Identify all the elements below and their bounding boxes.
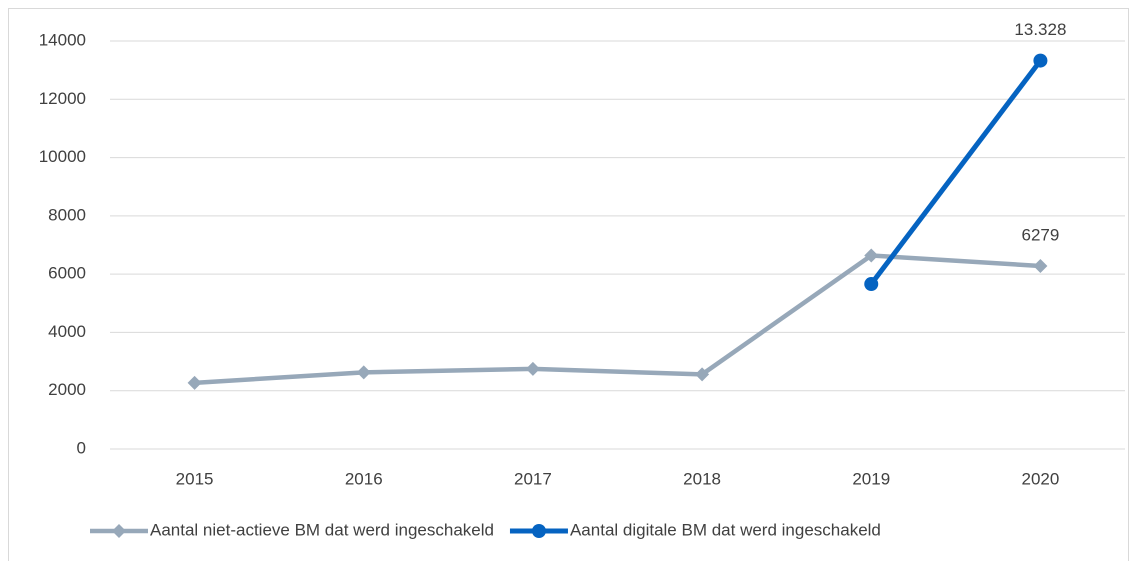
marker (356, 365, 371, 380)
x-tick-label: 2017 (514, 469, 552, 488)
marker (864, 248, 879, 263)
marker (864, 277, 879, 292)
y-tick-label: 2000 (48, 380, 86, 399)
y-tick-label: 6000 (48, 264, 86, 283)
marker (695, 367, 710, 382)
y-tick-label: 10000 (39, 147, 86, 166)
x-tick-label: 2020 (1022, 469, 1060, 488)
marker (525, 361, 540, 376)
series-line (194, 253, 1041, 386)
chart-frame (8, 8, 1129, 561)
y-tick-label: 8000 (48, 205, 86, 224)
legend-marker (531, 524, 546, 538)
x-tick-label: 2019 (852, 469, 890, 488)
legend-label: Aantal digitale BM dat werd ingeschakeld (570, 520, 881, 539)
y-tick-label: 0 (77, 438, 86, 457)
data-label: 6279 (1022, 225, 1060, 244)
marker (1033, 53, 1048, 68)
legend-label: Aantal niet-actieve BM dat werd ingescha… (150, 520, 494, 539)
y-tick-label: 14000 (39, 30, 86, 49)
marker (1033, 259, 1048, 274)
data-label: 13.328 (1014, 20, 1066, 39)
x-tick-label: 2016 (345, 469, 383, 488)
y-tick-label: 4000 (48, 322, 86, 341)
x-tick-label: 2015 (176, 469, 214, 488)
x-tick-label: 2018 (683, 469, 721, 488)
legend-marker (112, 524, 126, 538)
marker (187, 375, 202, 390)
y-tick-label: 12000 (39, 89, 86, 108)
series-line (869, 59, 1043, 286)
